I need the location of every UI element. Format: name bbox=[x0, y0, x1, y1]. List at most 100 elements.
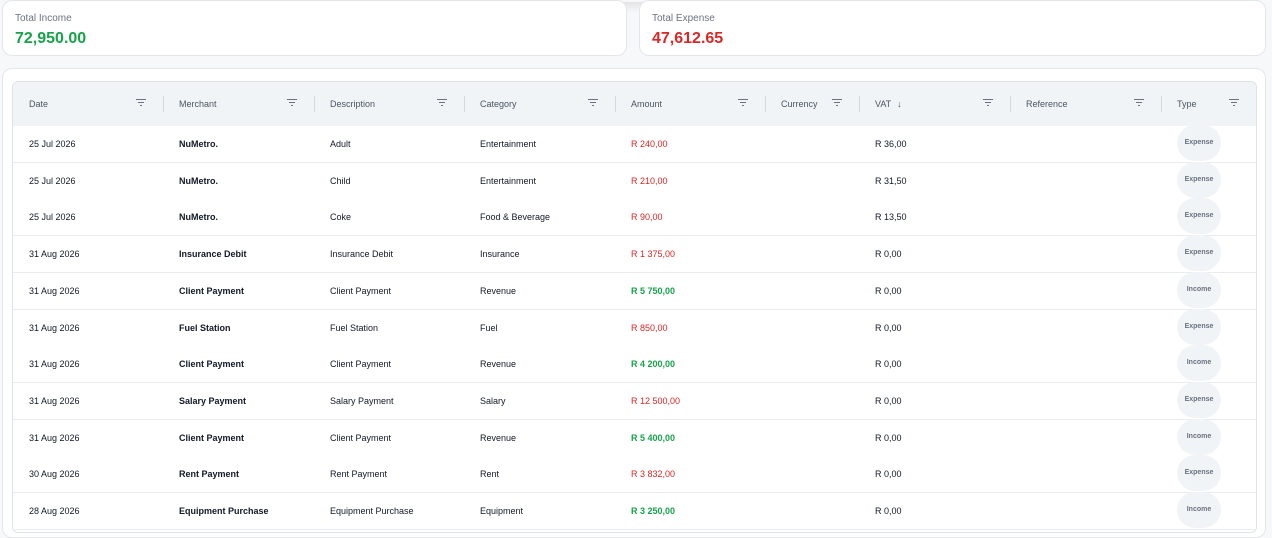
column-header-label: Description bbox=[330, 99, 376, 109]
cell-description: Salary Payment bbox=[330, 395, 394, 406]
filter-icon[interactable] bbox=[832, 99, 842, 108]
cell-merchant: Rent Payment bbox=[179, 469, 240, 480]
table-row[interactable]: 31 Aug 2026 Client Payment Client Payment R… bbox=[13, 271, 1256, 310]
cell-vat: R 0,00 bbox=[875, 322, 902, 333]
cell-date: 25 Jul 2026 bbox=[29, 175, 76, 186]
total-income-label: Total Income bbox=[15, 13, 72, 24]
table-row[interactable]: 31 Aug 2026 Insurance Debit Insurance Debi… bbox=[13, 235, 1256, 274]
cell-merchant: Salary Payment bbox=[179, 395, 247, 406]
cell-date: 31 Aug 2026 bbox=[29, 249, 80, 260]
cell-date: 30 Aug 2026 bbox=[29, 469, 80, 480]
cell-amount: R 1 375,00 bbox=[631, 249, 676, 260]
type-badge: Income bbox=[1177, 271, 1221, 308]
column-header-label: Merchant bbox=[179, 99, 217, 109]
cell-description: Insurance Debit bbox=[330, 249, 394, 260]
column-header-amount[interactable]: Amount bbox=[615, 82, 765, 126]
filter-icon[interactable] bbox=[738, 99, 748, 108]
cell-vat: R 36,00 bbox=[875, 139, 907, 149]
cell-merchant: Client Payment bbox=[179, 432, 245, 443]
cell-description: Equipment Purchase bbox=[330, 506, 414, 516]
total-expense-value: 47,612.65 bbox=[652, 30, 724, 47]
filter-icon[interactable] bbox=[588, 99, 598, 108]
type-badge: Income bbox=[1177, 345, 1221, 382]
table-row[interactable]: 31 Aug 2026 Client Payment Client Payment R… bbox=[13, 418, 1256, 457]
table-row[interactable]: 31 Aug 2026 Salary Payment Salary Payment S… bbox=[13, 381, 1256, 420]
filter-icon[interactable] bbox=[1134, 99, 1144, 108]
cell-date: 31 Aug 2026 bbox=[29, 285, 80, 296]
column-header-category[interactable]: Category bbox=[464, 82, 615, 126]
cell-merchant: NuMetro. bbox=[179, 175, 218, 186]
cell-date: 25 Jul 2026 bbox=[29, 139, 76, 149]
column-header-reference[interactable]: Reference bbox=[1010, 82, 1161, 126]
cell-description: Adult bbox=[330, 139, 351, 149]
type-badge: Expense bbox=[1177, 308, 1221, 345]
column-header-label: Currency bbox=[781, 99, 818, 109]
cell-merchant: NuMetro. bbox=[179, 212, 218, 223]
cell-category: Rent bbox=[480, 469, 500, 480]
type-badge: Expense bbox=[1177, 125, 1221, 161]
cell-date: 31 Aug 2026 bbox=[29, 395, 80, 406]
cell-vat: R 0,00 bbox=[875, 285, 902, 296]
cell-vat: R 13,50 bbox=[875, 212, 907, 223]
total-expense-card: Total Expense 47,612.65 bbox=[639, 0, 1266, 56]
cell-category: Revenue bbox=[480, 359, 517, 370]
cell-amount: R 12 500,00 bbox=[631, 395, 681, 406]
column-resize-handle[interactable] bbox=[1161, 96, 1162, 112]
cell-amount: R 4 200,00 bbox=[631, 359, 676, 370]
type-badge: Expense bbox=[1177, 235, 1221, 272]
total-income-value: 72,950.00 bbox=[15, 30, 87, 47]
column-header-type[interactable]: Type bbox=[1161, 82, 1256, 126]
column-header-date[interactable]: Date bbox=[13, 82, 163, 126]
filter-icon[interactable] bbox=[437, 99, 447, 108]
type-badge: Expense bbox=[1177, 198, 1221, 235]
cell-vat: R 0,00 bbox=[875, 359, 902, 370]
table-row[interactable]: 28 Aug 2026 Equipment Purchase Equipment P… bbox=[13, 492, 1256, 530]
column-header-vat[interactable]: VAT ↓ bbox=[859, 82, 1010, 126]
column-header-label: Reference bbox=[1026, 99, 1068, 109]
cell-description: Coke bbox=[330, 212, 352, 223]
cell-category: Revenue bbox=[480, 285, 517, 296]
table-row[interactable]: 25 Jul 2026 NuMetro. Adult Entertainment R 2… bbox=[13, 125, 1256, 163]
column-header-description[interactable]: Description bbox=[314, 82, 464, 126]
filter-icon[interactable] bbox=[287, 99, 297, 108]
total-expense-label: Total Expense bbox=[652, 13, 715, 24]
cell-category: Salary bbox=[480, 395, 506, 406]
table-header: Date Merchant Description Category Amount Cur… bbox=[13, 82, 1256, 127]
cell-category: Revenue bbox=[480, 432, 517, 443]
column-resize-handle[interactable] bbox=[163, 96, 164, 112]
transactions-table: Date Merchant Description Category Amount Cur… bbox=[12, 81, 1257, 533]
cell-amount: R 5 400,00 bbox=[631, 432, 676, 443]
column-header-label: Amount bbox=[631, 99, 663, 109]
cell-merchant: Fuel Station bbox=[179, 322, 231, 333]
cell-amount: R 3 250,00 bbox=[631, 506, 676, 516]
cell-description: Client Payment bbox=[330, 432, 392, 443]
table-row[interactable]: 25 Jul 2026 NuMetro. Coke Food & Beverage R … bbox=[13, 198, 1256, 237]
type-badge: Income bbox=[1177, 418, 1221, 455]
cell-description: Fuel Station bbox=[330, 322, 379, 333]
cell-merchant: NuMetro. bbox=[179, 139, 218, 149]
column-resize-handle[interactable] bbox=[1010, 96, 1011, 112]
column-resize-handle[interactable] bbox=[615, 96, 616, 112]
column-header-merchant[interactable]: Merchant bbox=[163, 82, 314, 126]
type-badge: Expense bbox=[1177, 455, 1221, 492]
table-row[interactable]: 30 Aug 2026 Rent Payment Rent Payment Rent R… bbox=[13, 455, 1256, 494]
column-header-label: Type bbox=[1177, 99, 1197, 109]
column-resize-handle[interactable] bbox=[765, 96, 766, 112]
cell-vat: R 0,00 bbox=[875, 432, 902, 443]
cell-vat: R 0,00 bbox=[875, 469, 902, 480]
table-row[interactable]: 31 Aug 2026 Client Payment Client Payment R… bbox=[13, 345, 1256, 384]
table-row[interactable]: 31 Aug 2026 Fuel Station Fuel Station Fuel R… bbox=[13, 308, 1256, 347]
filter-icon[interactable] bbox=[136, 99, 146, 108]
cell-amount: R 240,00 bbox=[631, 139, 668, 149]
column-header-currency[interactable]: Currency bbox=[765, 82, 859, 126]
filter-icon[interactable] bbox=[983, 99, 993, 108]
column-resize-handle[interactable] bbox=[464, 96, 465, 112]
cell-description: Child bbox=[330, 175, 351, 186]
filter-icon[interactable] bbox=[1229, 99, 1239, 108]
sort-arrow-down-icon[interactable]: ↓ bbox=[897, 99, 902, 109]
cell-description: Client Payment bbox=[330, 285, 392, 296]
column-resize-handle[interactable] bbox=[859, 96, 860, 112]
type-badge: Income bbox=[1177, 492, 1221, 528]
table-row[interactable]: 25 Jul 2026 NuMetro. Child Entertainment R 2… bbox=[13, 161, 1256, 200]
column-resize-handle[interactable] bbox=[314, 96, 315, 112]
